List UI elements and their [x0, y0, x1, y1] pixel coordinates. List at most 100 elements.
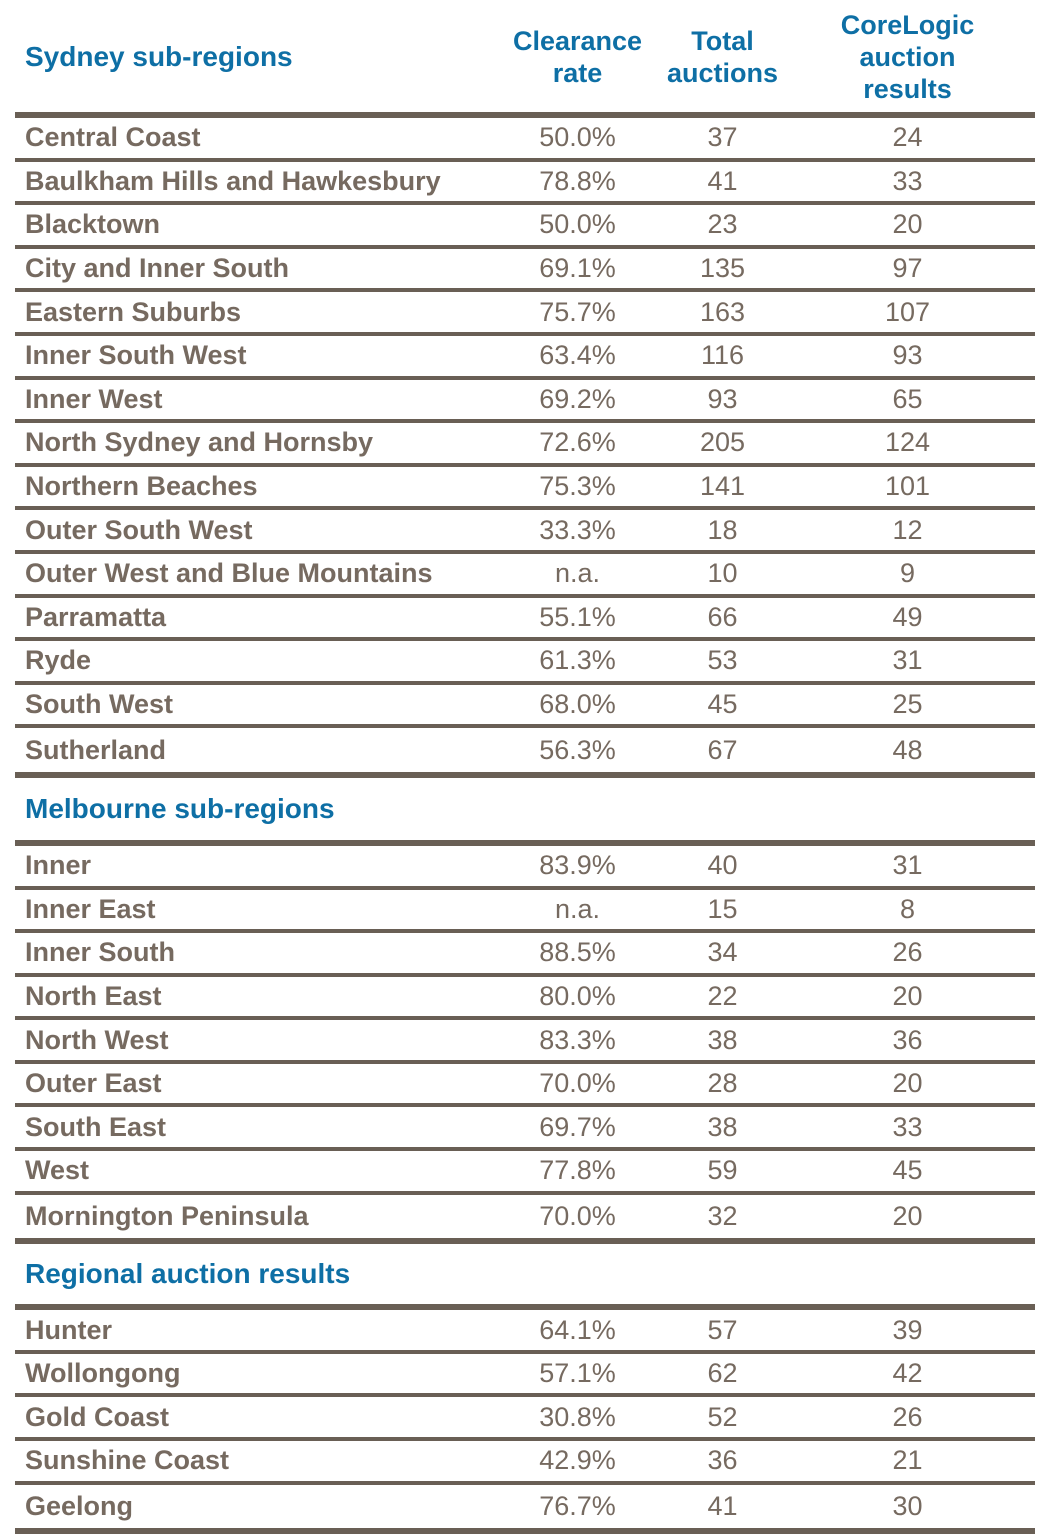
melbourne-sub-regions-table: Inner 83.9% 40 31 Inner East n.a. 15 8 Inner Sou… [15, 839, 1035, 1245]
total-auctions-value: 66 [707, 601, 738, 632]
total-auctions-value: 37 [707, 122, 738, 153]
region-name: Outer East [25, 1068, 162, 1099]
table-row: Geelong 76.7% 41 30 [15, 1485, 1035, 1529]
region-name: Inner East [25, 893, 156, 924]
region-name: Inner [25, 850, 92, 881]
clearance-rate-value: 63.4% [539, 340, 616, 371]
corelogic-results-value: 21 [892, 1445, 923, 1476]
total-auctions-value: 163 [699, 296, 746, 327]
region-name: Mornington Peninsula [25, 1200, 309, 1231]
table-row: Inner East n.a. 15 8 [15, 890, 1035, 934]
total-auctions-value: 141 [699, 471, 746, 502]
clearance-rate-value: 78.8% [539, 165, 616, 196]
clearance-rate-value: 64.1% [539, 1314, 616, 1345]
total-auctions-value: 116 [700, 340, 745, 371]
table-row: Inner West 69.2% 93 65 [15, 380, 1035, 424]
total-auctions-value: 36 [707, 1445, 738, 1476]
table-row: North West 83.3% 38 36 [15, 1020, 1035, 1064]
region-name: Inner South [25, 937, 175, 968]
clearance-rate-value: 55.1% [539, 601, 616, 632]
column-header-total-auctions: Total auctions [666, 26, 779, 88]
table-row: Sunshine Coast 42.9% 36 21 [15, 1441, 1035, 1485]
region-name: Ryde [25, 645, 92, 676]
total-auctions-value: 32 [707, 1200, 738, 1231]
clearance-rate-value: 83.3% [539, 1024, 616, 1055]
clearance-rate-value: 75.7% [539, 296, 616, 327]
total-auctions-value: 28 [707, 1068, 738, 1099]
total-auctions-value: 52 [707, 1401, 738, 1432]
table-row: Ryde 61.3% 53 31 [15, 641, 1035, 685]
clearance-rate-value: 77.8% [539, 1155, 616, 1186]
total-auctions-value: 135 [699, 253, 746, 284]
region-name: Sutherland [25, 734, 167, 765]
clearance-rate-value: 83.9% [539, 850, 616, 881]
corelogic-results-value: 107 [884, 296, 931, 327]
total-auctions-value: 38 [707, 1024, 738, 1055]
clearance-rate-value: 70.0% [539, 1200, 616, 1231]
total-auctions-value: 23 [707, 209, 738, 240]
region-name: Wollongong [25, 1358, 181, 1389]
region-name: Sunshine Coast [25, 1445, 230, 1476]
region-name: Outer South West [25, 514, 253, 545]
table-row: Inner South West 63.4% 116 93 [15, 336, 1035, 380]
total-auctions-value: 10 [707, 558, 738, 589]
clearance-rate-value: 69.2% [539, 383, 616, 414]
corelogic-results-value: 45 [892, 1155, 923, 1186]
corelogic-results-value: 49 [892, 601, 923, 632]
total-auctions-value: 22 [707, 980, 738, 1011]
region-name: Northern Beaches [25, 471, 258, 502]
table-row: Baulkham Hills and Hawkesbury 78.8% 41 33 [15, 162, 1035, 206]
region-name: North East [25, 980, 162, 1011]
corelogic-results-value: 42 [892, 1358, 923, 1389]
table-row: Central Coast 50.0% 37 24 [15, 118, 1035, 162]
clearance-rate-value: 61.3% [539, 645, 616, 676]
table-row: South West 68.0% 45 25 [15, 685, 1035, 729]
corelogic-results-value: 25 [892, 689, 923, 720]
table-row: South East 69.7% 38 33 [15, 1107, 1035, 1152]
table-row: City and Inner South 69.1% 135 97 [15, 249, 1035, 293]
table-row: West 77.8% 59 45 [15, 1151, 1035, 1195]
clearance-rate-value: 88.5% [539, 937, 616, 968]
corelogic-results-value: 31 [892, 645, 923, 676]
table-row: Outer South West 33.3% 18 12 [15, 510, 1035, 554]
table-row: Northern Beaches 75.3% 141 101 [15, 467, 1035, 511]
region-name: South West [25, 689, 173, 720]
total-auctions-value: 67 [707, 734, 738, 765]
clearance-rate-value: 42.9% [539, 1445, 616, 1476]
corelogic-results-value: 8 [899, 893, 916, 924]
corelogic-results-value: 48 [892, 734, 923, 765]
corelogic-results-value: 24 [892, 122, 923, 153]
region-name: Inner South West [25, 340, 247, 371]
clearance-rate-value: n.a. [554, 893, 601, 924]
corelogic-results-value: 20 [892, 980, 923, 1011]
corelogic-results-value: 97 [892, 253, 923, 284]
clearance-rate-value: 68.0% [539, 689, 616, 720]
clearance-rate-value: 70.0% [539, 1068, 616, 1099]
region-name: West [25, 1155, 90, 1186]
region-name: Inner West [25, 383, 163, 414]
clearance-rate-value: 57.1% [539, 1358, 616, 1389]
total-auctions-value: 93 [707, 383, 738, 414]
region-name: North Sydney and Hornsby [25, 427, 374, 458]
table-row: Inner South 88.5% 34 26 [15, 933, 1035, 977]
total-auctions-value: 34 [707, 937, 738, 968]
region-name: Central Coast [25, 122, 201, 153]
total-auctions-value: 41 [707, 165, 738, 196]
corelogic-results-value: 124 [884, 427, 931, 458]
table-row: North East 80.0% 22 20 [15, 977, 1035, 1021]
total-auctions-value: 205 [699, 427, 746, 458]
clearance-rate-value: 33.3% [539, 514, 616, 545]
region-name: South East [25, 1111, 167, 1142]
section-title-sydney: Sydney sub-regions [25, 41, 293, 72]
column-header-corelogic-auction-results: CoreLogic auction results [840, 10, 975, 104]
corelogic-results-value: 30 [892, 1490, 923, 1521]
table-row: North Sydney and Hornsby 72.6% 205 124 [15, 423, 1035, 467]
table-row: Wollongong 57.1% 62 42 [15, 1354, 1035, 1398]
clearance-rate-value: 75.3% [539, 471, 616, 502]
clearance-rate-value: 76.7% [539, 1490, 616, 1521]
table-row: Blacktown 50.0% 23 20 [15, 205, 1035, 249]
corelogic-results-value: 12 [892, 514, 923, 545]
total-auctions-value: 59 [707, 1155, 738, 1186]
table-row: Outer West and Blue Mountains n.a. 10 9 [15, 554, 1035, 598]
